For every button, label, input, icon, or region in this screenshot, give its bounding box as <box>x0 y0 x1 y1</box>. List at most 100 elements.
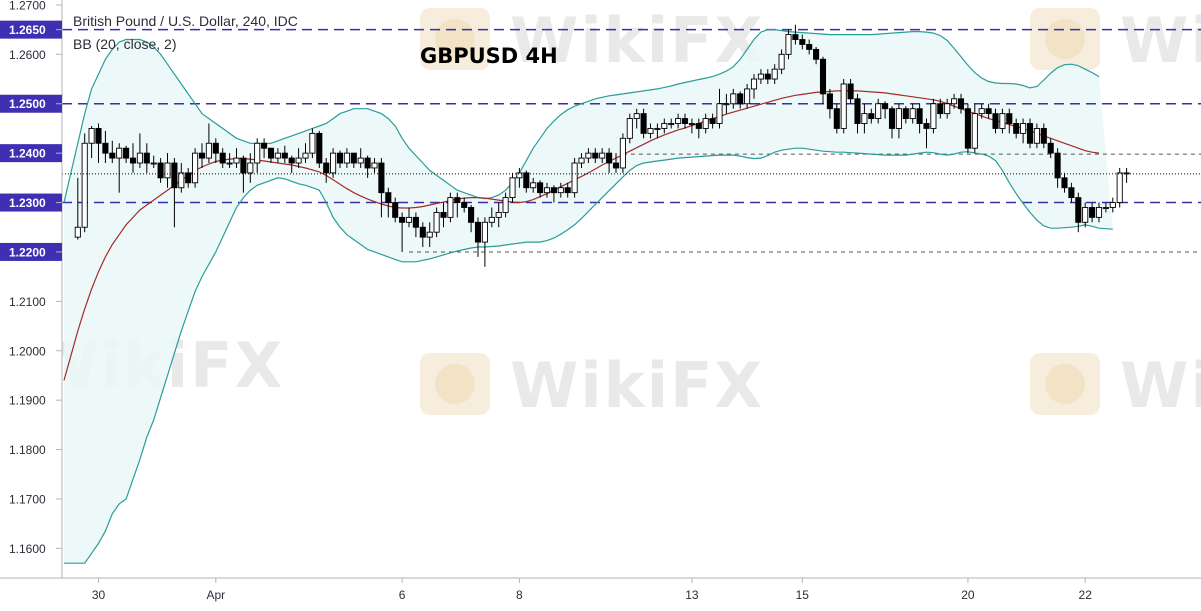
candle-body <box>502 197 509 213</box>
candle <box>212 138 219 164</box>
candle <box>543 182 551 198</box>
candle-body <box>1026 123 1034 144</box>
candle-body <box>392 202 399 218</box>
candle-body <box>1102 207 1109 209</box>
candle <box>357 148 364 168</box>
candle-body <box>695 123 702 129</box>
candle-body <box>957 98 965 110</box>
candle <box>750 74 758 99</box>
candle-body <box>757 73 764 80</box>
candle <box>95 123 102 164</box>
candle-body <box>143 152 150 164</box>
candle <box>516 167 523 188</box>
price-tick-label: 1.1700 <box>9 492 46 506</box>
time-axis[interactable]: 30 Apr 6 8 13 15 20 22 <box>92 578 1092 602</box>
candle-body <box>461 202 468 208</box>
candle <box>730 88 737 109</box>
candle <box>116 143 123 193</box>
candle <box>606 148 613 173</box>
candle <box>619 133 626 173</box>
candle <box>861 103 868 134</box>
candle-body <box>509 177 516 199</box>
candle <box>564 182 571 198</box>
candle <box>288 155 295 173</box>
candle-body <box>468 207 475 223</box>
price-tick-label: 1.1900 <box>9 394 46 408</box>
candle-body <box>192 152 199 184</box>
candle <box>626 113 633 144</box>
candle <box>185 167 192 188</box>
candle <box>675 113 682 129</box>
candle-body <box>302 152 309 159</box>
candle <box>247 153 254 183</box>
candle-body <box>240 157 247 174</box>
time-tick-label: 8 <box>516 588 523 602</box>
candle-body <box>261 142 268 149</box>
candle-body <box>433 211 440 233</box>
candle-body <box>378 162 385 194</box>
time-tick-label: 13 <box>685 588 699 602</box>
candle-body <box>778 53 785 70</box>
candle <box>1116 167 1123 208</box>
candle-body <box>771 68 778 80</box>
candle-body <box>454 197 461 203</box>
candle <box>999 108 1006 134</box>
candle <box>461 197 468 213</box>
candle <box>392 197 399 223</box>
time-tick-label: 6 <box>399 588 406 602</box>
candle <box>336 150 344 168</box>
candle-body <box>488 216 495 223</box>
candle-body <box>405 216 413 223</box>
candle-body <box>336 152 344 164</box>
candle <box>309 128 316 159</box>
candle <box>778 49 785 75</box>
candle-body <box>1116 172 1123 203</box>
candle <box>1006 108 1013 134</box>
candle-body <box>440 211 447 218</box>
candle <box>937 98 944 119</box>
candle-body <box>88 127 95 144</box>
price-axis[interactable]: 1.2700 1.2650 1.2600 1.2500 1.2400 1.2300 1.22… <box>0 0 62 556</box>
candle-body <box>923 123 930 129</box>
candle-body <box>1040 127 1047 144</box>
chart-title: GBPUSD 4H <box>420 44 558 68</box>
candle-body <box>654 127 661 130</box>
candle-body <box>447 197 454 218</box>
candle-body <box>661 123 668 129</box>
watermark-text: WikiFX <box>510 349 764 422</box>
candle <box>488 207 495 228</box>
candle-body <box>233 157 240 164</box>
candle <box>978 103 985 119</box>
candle <box>330 148 337 178</box>
candle-body <box>178 172 185 189</box>
candle-body <box>592 152 599 159</box>
candle-body <box>136 152 143 164</box>
candle <box>716 88 723 129</box>
candle <box>571 158 578 198</box>
watermark-text: WikiFX <box>1120 4 1201 77</box>
candle <box>1123 167 1130 183</box>
candle <box>1020 118 1027 144</box>
candle-body <box>543 187 551 194</box>
symbol-label: British Pound / U.S. Dollar, 240, IDC <box>73 13 298 29</box>
time-tick-label: 20 <box>961 588 975 602</box>
candle-body <box>343 152 350 164</box>
candle <box>792 24 799 45</box>
candle <box>888 106 896 139</box>
candle <box>419 222 426 248</box>
candle <box>640 108 647 139</box>
candle <box>882 101 889 119</box>
candle <box>81 133 88 233</box>
candle-body <box>992 113 999 129</box>
candle <box>378 158 385 218</box>
price-tick-label: 1.2000 <box>9 344 46 358</box>
candle <box>854 93 861 134</box>
candle-body <box>164 162 171 179</box>
candle <box>744 83 751 109</box>
candle-body <box>171 162 178 189</box>
candle-body <box>750 78 758 90</box>
candle <box>709 113 716 129</box>
candle-body <box>785 34 792 55</box>
candle <box>474 217 482 257</box>
